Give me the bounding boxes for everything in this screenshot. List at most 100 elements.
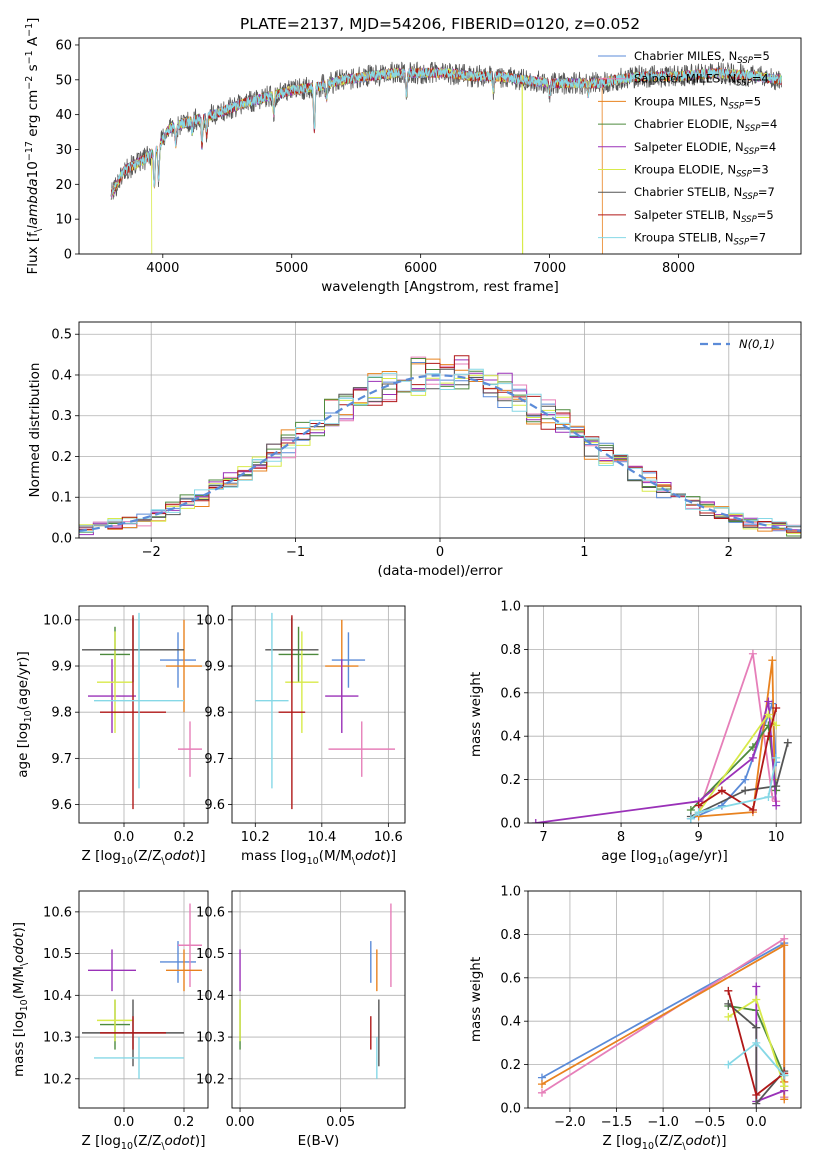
panel-spectrum: 4000 5000 6000 7000 8000 0 10 20 30 40 50 60 wavelen… xyxy=(24,18,802,295)
x-tick-label: 6000 xyxy=(404,261,437,276)
y-tick-label: 0.0 xyxy=(500,1102,521,1117)
axes-frame xyxy=(231,605,406,824)
weight-point-marker xyxy=(748,805,757,814)
y-axis-label: Normed distribution xyxy=(27,363,43,498)
x-tick-label: 0.2 xyxy=(174,1115,195,1130)
y-tick-label: 0.3 xyxy=(51,409,72,424)
x-axis-label: age [log10(age/yr)] xyxy=(601,848,727,867)
weight-point-marker xyxy=(686,814,695,823)
weight-point-marker xyxy=(752,1023,761,1032)
weight-point-marker xyxy=(764,732,773,741)
y-tick-label: 10.6 xyxy=(43,905,72,920)
y-tick-label: 0.8 xyxy=(500,643,521,658)
y-tick-label: 0.0 xyxy=(500,817,521,832)
weight-point-marker xyxy=(772,801,781,810)
y-tick-label: 0.2 xyxy=(500,773,521,788)
weight-point-marker xyxy=(748,753,757,762)
chart-layer: 4000 5000 6000 7000 80000102030405060wavelen… xyxy=(11,18,802,1152)
axes: 4000 5000 6000 7000 8000 0 10 20 30 40 50 60 wavelen… xyxy=(24,18,802,295)
x-axis-label: Z [log10(Z/Z\odot)] xyxy=(603,1133,727,1152)
plot-area xyxy=(110,61,782,254)
axes: 0.0 0.2 9.6 9.7 9.8 9.9 10.0 Z [log10(Z/Z\odot)… xyxy=(15,605,209,867)
x-tick-label: 7000 xyxy=(533,261,566,276)
panel-mass-vs-ebv: 0.00 0.05 10.2 10.3 10.4 10.5 10.6 E(B-V) xyxy=(196,890,406,1149)
x-axis-label: (data-model)/error xyxy=(377,563,503,579)
weight-point-marker xyxy=(531,819,540,823)
x-axis-label: wavelength [Angstrom, rest frame] xyxy=(321,279,559,295)
y-tick-label: 1.0 xyxy=(500,885,521,900)
panel-mass-weight-vs-age: 7 8 9 10 0.0 0.2 0.4 0.6 0.8 1.0 age [log10(age/yr… xyxy=(468,600,802,867)
y-tick-label: 0.6 xyxy=(500,686,521,701)
weight-point-marker xyxy=(741,786,750,795)
weight-point-marker xyxy=(772,753,781,762)
legend-entry: Kroupa STELIB, NSSP=7 xyxy=(634,231,766,248)
weight-point-marker xyxy=(780,1082,789,1091)
x-tick-label: 7 xyxy=(539,830,547,845)
x-tick-label: 1 xyxy=(580,545,588,560)
y-tick-label: 30 xyxy=(55,143,72,158)
x-tick-label: 8 xyxy=(617,830,625,845)
weight-point-marker xyxy=(764,792,773,801)
panel-mass-vs-Z: 0.0 0.2 10.2 10.3 10.4 10.5 10.6 Z [log10(Z/Z\o… xyxy=(11,890,209,1152)
y-tick-label: 9.6 xyxy=(204,798,225,813)
legend-entry: Salpeter STELIB, NSSP=5 xyxy=(634,208,774,225)
x-tick-label: −1 xyxy=(286,545,305,560)
y-tick-label: 9.7 xyxy=(204,752,225,767)
x-tick-label: −1.0 xyxy=(647,1115,679,1130)
legend-entry: Chabrier ELODIE, NSSP=4 xyxy=(634,117,777,134)
y-axis-label: mass weight xyxy=(468,957,484,1042)
plot-area xyxy=(255,612,396,810)
weight-point-marker xyxy=(752,1038,761,1047)
x-tick-label: 0.0 xyxy=(746,1115,767,1130)
axes: 0.00 0.05 10.2 10.3 10.4 10.5 10.6 E(B-V) xyxy=(196,890,406,1149)
legend-entry: Salpeter ELODIE, NSSP=4 xyxy=(634,140,776,157)
weight-point-marker xyxy=(752,982,761,991)
x-tick-label: 0.05 xyxy=(326,1115,355,1130)
y-tick-label: 10.3 xyxy=(43,1031,72,1046)
y-tick-label: 20 xyxy=(55,178,72,193)
y-tick-label: 10.4 xyxy=(43,989,72,1004)
spectrum-legend: Chabrier MILES, NSSP=5 Salpeter MILES, NS… xyxy=(598,49,777,248)
axes: −2.0 −1.5 −1.0 −0.5 0.0 0.0 0.2 0.4 0.6 0.8 1.0 Z [… xyxy=(468,885,802,1152)
x-tick-label: 0.0 xyxy=(114,1115,135,1130)
y-tick-label: 10.0 xyxy=(43,613,72,628)
weight-point-marker xyxy=(780,941,789,950)
x-axis-label: mass [log10(M/M\odot)] xyxy=(241,848,396,867)
y-tick-label: 0.1 xyxy=(51,491,72,506)
weight-point-marker xyxy=(717,786,726,795)
x-tick-label: 10.6 xyxy=(374,830,403,845)
weight-series-line xyxy=(690,742,789,818)
weight-point-marker xyxy=(694,808,703,817)
weight-point-marker xyxy=(772,721,781,730)
plot-area xyxy=(531,649,792,823)
weight-point-marker xyxy=(724,986,733,995)
x-axis-label: E(B-V) xyxy=(298,1133,340,1149)
panel-age-vs-Z: 0.0 0.2 9.6 9.7 9.8 9.9 10.0 Z [log10(Z/Z\odot)… xyxy=(15,605,209,867)
legend-entry: Chabrier STELIB, NSSP=7 xyxy=(634,185,775,202)
y-tick-label: 10 xyxy=(55,213,72,228)
weight-point-marker xyxy=(780,1071,789,1080)
y-tick-label: 10.4 xyxy=(196,989,225,1004)
y-axis-label: mass [log10(M/M\odot)] xyxy=(11,922,30,1077)
y-tick-label: 50 xyxy=(55,73,72,88)
axes: 10.2 10.4 10.6 9.6 9.7 9.8 9.9 10.0 mass [log10(… xyxy=(196,605,406,867)
legend-entry: N(0,1) xyxy=(739,337,775,351)
weight-point-marker xyxy=(780,1095,789,1104)
x-tick-label: 9 xyxy=(694,830,702,845)
y-tick-label: 0.4 xyxy=(500,1015,521,1030)
legend-entry: Kroupa MILES, NSSP=5 xyxy=(634,94,761,111)
axes-frame xyxy=(78,37,802,255)
x-axis-label: Z [log10(Z/Z\odot)] xyxy=(82,1133,206,1152)
y-tick-label: 10.0 xyxy=(196,613,225,628)
weight-point-marker xyxy=(772,782,781,791)
weight-point-marker xyxy=(752,1099,761,1108)
y-tick-label: 0.2 xyxy=(51,450,72,465)
axes-frame xyxy=(231,890,406,1109)
y-tick-label: 10.2 xyxy=(196,1072,225,1087)
panel-mass-weight-vs-Z: −2.0 −1.5 −1.0 −0.5 0.0 0.0 0.2 0.4 0.6 0.8 1.0 Z [… xyxy=(468,885,802,1152)
x-tick-label: 8000 xyxy=(662,261,695,276)
y-tick-label: 9.9 xyxy=(204,660,225,675)
x-tick-label: −1.5 xyxy=(601,1115,633,1130)
y-tick-label: 9.7 xyxy=(51,752,72,767)
